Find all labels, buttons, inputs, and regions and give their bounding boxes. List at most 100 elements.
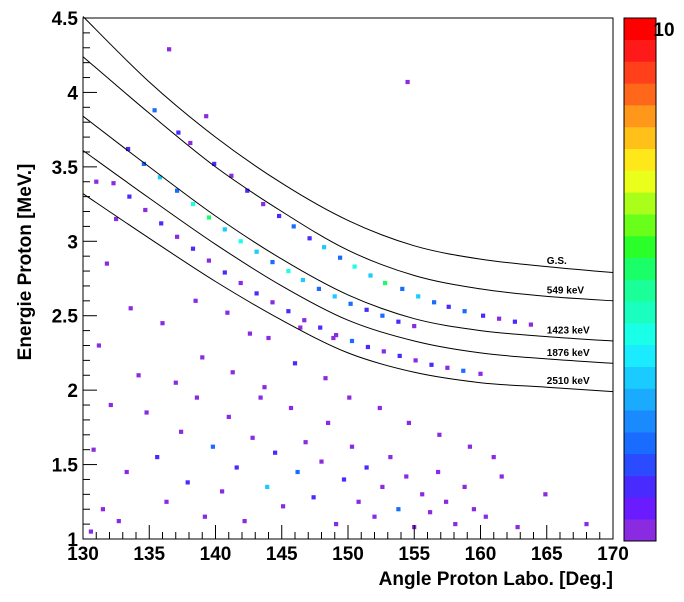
colorbar-segment [624,192,656,215]
heatmap-cell [265,484,270,489]
heatmap-cell [111,181,116,186]
heatmap-cell [365,344,370,350]
heatmap-cell [258,395,263,400]
heatmap-cell [188,140,193,146]
heatmap-cell [292,361,298,366]
kinematic-curve [82,16,614,273]
y-tick-label: 4.5 [52,9,79,30]
heatmap-cell [108,402,113,408]
heatmap-cell [164,499,169,504]
heatmap-cell [286,269,291,274]
heatmap-cell [512,319,517,324]
heatmap-cell [173,380,178,385]
heatmap-cell [202,514,207,519]
x-tick-label: 130 [67,544,99,565]
heatmap-cell [352,264,357,269]
x-tick-label: 155 [398,544,430,565]
colorbar-segment [624,388,656,411]
heatmap-cell [238,280,243,286]
heatmap-cell [124,469,129,475]
heatmap-cell [220,489,225,494]
colorbar-max-label: 10 [653,20,674,41]
heatmap-cell [383,280,388,286]
heatmap-cell [428,510,433,515]
heatmap-cell [404,474,409,479]
heatmap-cell [157,175,162,180]
heatmap-cell [94,179,99,184]
colorbar-segment [624,235,656,259]
colorbar-segment [624,432,656,455]
heatmap-cell [176,130,181,135]
curve-label: 549 keV [547,285,585,296]
heatmap-cell [136,373,141,378]
heatmap-cell [349,338,355,344]
heatmap-cell [88,529,93,534]
x-tick-label: 160 [465,544,497,565]
heatmap-cell [322,245,327,250]
heatmap-cell [254,249,259,254]
heatmap-cell [377,405,382,411]
heatmap-cell [471,507,476,512]
heatmap-cell [462,309,467,314]
plot-background [83,18,613,539]
heatmap-cell [368,273,373,278]
curve-label: 1423 keV [547,326,590,337]
heatmap-cell [91,447,96,452]
heatmap-cell [302,318,307,323]
heatmap-cell [222,227,227,232]
y-tick-label: 3 [67,232,78,253]
y-tick-label: 1.5 [52,456,79,477]
heatmap-cell [349,444,355,449]
heatmap-cell [380,484,385,489]
heatmap-cell [127,194,132,199]
colorbar-segment [624,453,656,476]
kinematic-curve [82,150,614,364]
heatmap-cell [316,286,321,291]
heatmap-cell [190,246,196,251]
heatmap-cell [332,294,337,299]
heatmap-cell [204,114,209,119]
heatmap-cell [396,507,401,512]
heatmap-cell [528,322,533,327]
heatmap-cell [461,368,466,373]
heatmap-cell [515,525,520,530]
colorbar-segment [624,410,656,433]
heatmap-cell [144,410,149,415]
heatmap-cell [100,507,105,512]
heatmap-cell [288,405,294,411]
colorbar-segment [624,366,656,389]
heatmap-cell [396,319,401,324]
heatmap-cell [453,522,458,527]
heatmap-cell [311,495,316,500]
heatmap-cell [341,477,347,482]
heatmap-cell [242,519,247,524]
heatmap-cell [175,234,180,239]
y-axis-title: Energie Proton [MeV.] [15,164,36,361]
heatmap-cell [400,286,405,291]
heatmap-cell [179,429,184,434]
y-tick-label: 3.5 [52,158,79,179]
heatmap-cell [190,202,196,207]
heatmap-cell [128,306,133,311]
heatmap-cell [277,213,282,219]
heatmap-cell [155,455,160,460]
heatmap-cell [212,161,217,166]
heatmap-cell [245,188,250,193]
colorbar-segment [624,279,656,302]
heatmap-cell [194,395,199,400]
heatmap-cell [281,504,286,509]
colorbar-segment [624,214,656,237]
heatmap-cell [295,469,300,475]
curve-label: 2510 keV [547,376,590,387]
heatmap-cell [185,480,190,485]
colorbar-segment [624,126,656,150]
colorbar-segment [624,344,656,367]
heatmap-cell [334,333,339,338]
heatmap-cell [380,313,385,318]
colorbar-segment [624,39,656,62]
curve-label: 1876 keV [547,348,590,359]
heatmap-cell [206,258,211,263]
heatmap-cell [413,358,418,363]
